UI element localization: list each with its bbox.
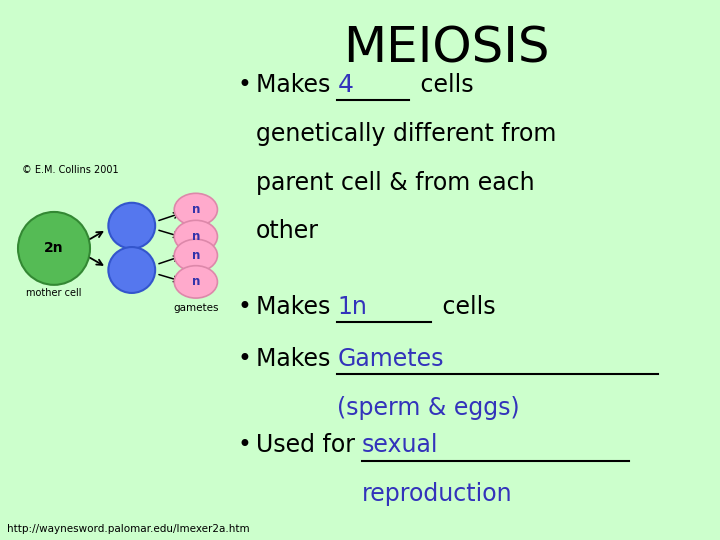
Text: •: • (238, 347, 251, 371)
Ellipse shape (108, 202, 156, 248)
Circle shape (174, 193, 217, 226)
Text: Gametes: Gametes (338, 347, 444, 371)
Text: (sperm & eggs): (sperm & eggs) (338, 396, 520, 420)
Text: n: n (192, 203, 200, 216)
Circle shape (174, 220, 217, 253)
Ellipse shape (18, 212, 90, 285)
Text: 2n: 2n (44, 241, 64, 255)
Text: Used for: Used for (256, 434, 362, 457)
Text: 1n: 1n (338, 295, 367, 319)
Text: mother cell: mother cell (26, 288, 82, 298)
Text: •: • (238, 295, 251, 319)
Text: Makes: Makes (256, 295, 338, 319)
Text: MEIOSIS: MEIOSIS (343, 24, 549, 72)
Text: other: other (256, 219, 319, 243)
Text: n: n (192, 230, 200, 243)
Text: gametes: gametes (173, 303, 219, 314)
Text: parent cell & from each: parent cell & from each (256, 171, 534, 194)
Text: reproduction: reproduction (362, 482, 513, 506)
Text: n: n (192, 275, 200, 288)
Text: © E.M. Collins 2001: © E.M. Collins 2001 (22, 165, 118, 175)
Text: cells: cells (413, 73, 474, 97)
Circle shape (174, 239, 217, 272)
Text: sexual: sexual (362, 434, 438, 457)
Text: Makes: Makes (256, 73, 338, 97)
Text: Makes: Makes (256, 347, 338, 371)
Text: n: n (192, 249, 200, 262)
Text: •: • (238, 73, 251, 97)
Ellipse shape (108, 247, 156, 293)
Circle shape (174, 266, 217, 298)
Text: genetically different from: genetically different from (256, 122, 556, 146)
Text: http://waynesword.palomar.edu/lmexer2a.htm: http://waynesword.palomar.edu/lmexer2a.h… (7, 523, 250, 534)
Text: cells: cells (435, 295, 495, 319)
Text: •: • (238, 434, 251, 457)
Text: 4: 4 (338, 73, 354, 97)
